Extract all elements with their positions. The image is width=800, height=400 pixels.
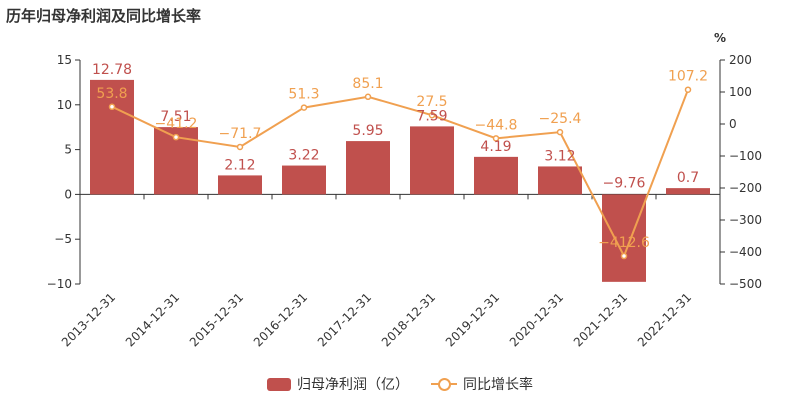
legend-line-label: 同比增长率 xyxy=(463,377,533,393)
right-tick-label: 100 xyxy=(729,85,752,99)
growth-line xyxy=(111,89,689,259)
growth-value-label: −41.2 xyxy=(155,116,198,132)
legend: 归母净利润（亿） 同比增长率 xyxy=(0,374,800,394)
left-tick-label: 0 xyxy=(64,187,72,201)
bar xyxy=(90,79,134,195)
left-tick-label: 10 xyxy=(57,98,72,112)
left-tick-label: −5 xyxy=(54,232,72,246)
growth-point xyxy=(620,252,628,260)
x-tick-label: 2016-12-31 xyxy=(251,290,310,349)
left-tick-label: −10 xyxy=(47,277,72,291)
bar-value-label: 3.12 xyxy=(544,148,575,164)
bar xyxy=(282,165,326,195)
growth-point xyxy=(428,111,436,119)
growth-value-label: 85.1 xyxy=(352,76,383,92)
right-tick-label: −400 xyxy=(729,245,762,259)
right-tick-label: −200 xyxy=(729,181,762,195)
bar-value-label: 7.51 xyxy=(160,109,191,125)
right-tick-label: 0 xyxy=(729,117,737,131)
bar xyxy=(410,126,454,195)
x-tick-label: 2020-12-31 xyxy=(507,290,566,349)
x-tick-label: 2022-12-31 xyxy=(635,290,694,349)
growth-point xyxy=(172,133,180,141)
growth-point xyxy=(108,103,116,111)
growth-point xyxy=(684,86,692,93)
growth-value-label: −44.8 xyxy=(475,117,518,133)
bar-value-label: 0.7 xyxy=(677,170,699,186)
right-tick-label: −300 xyxy=(729,213,762,227)
x-tick-label: 2013-12-31 xyxy=(59,290,118,349)
growth-value-label: −25.4 xyxy=(539,111,582,127)
bar-value-label: 3.22 xyxy=(288,148,319,164)
left-tick-label: 15 xyxy=(57,53,72,67)
x-tick-label: 2017-12-31 xyxy=(315,290,374,349)
legend-bar-swatch xyxy=(267,377,291,391)
bar xyxy=(346,141,390,195)
right-tick-label: −100 xyxy=(729,149,762,163)
bar xyxy=(474,156,518,195)
bar-value-label: 7.59 xyxy=(416,108,447,124)
x-tick-label: 2018-12-31 xyxy=(379,290,438,349)
bar xyxy=(602,194,646,282)
x-tick-label: 2021-12-31 xyxy=(571,290,630,349)
growth-point xyxy=(364,93,372,101)
growth-point xyxy=(492,135,500,142)
bar-value-label: 4.19 xyxy=(480,139,511,155)
right-axis-unit: % xyxy=(714,31,726,45)
bar xyxy=(666,188,710,195)
bar xyxy=(538,166,582,195)
bar xyxy=(218,175,262,195)
legend-bar-label: 归母净利润（亿） xyxy=(297,377,409,393)
legend-item-bar[interactable]: 归母净利润（亿） xyxy=(267,374,409,394)
x-tick-label: 2015-12-31 xyxy=(187,290,246,349)
right-tick-label: 200 xyxy=(729,53,752,67)
growth-point xyxy=(556,128,564,136)
growth-value-label: 27.5 xyxy=(416,94,447,110)
growth-value-label: 51.3 xyxy=(288,87,319,103)
bar-value-label: 5.95 xyxy=(352,123,383,139)
growth-value-label: 53.8 xyxy=(96,86,127,102)
chart-title: 历年归母净利润及同比增长率 xyxy=(6,7,202,25)
left-tick-label: 5 xyxy=(64,143,72,157)
x-tick-label: 2014-12-31 xyxy=(123,290,182,349)
growth-value-label: −412.6 xyxy=(598,235,650,251)
legend-item-line[interactable]: 同比增长率 xyxy=(431,374,533,394)
x-tick-label: 2019-12-31 xyxy=(443,290,502,349)
growth-value-label: 107.2 xyxy=(668,69,708,85)
right-tick-label: −500 xyxy=(729,277,762,291)
legend-line-swatch xyxy=(431,377,457,391)
growth-point xyxy=(236,143,244,151)
bar-value-label: −9.76 xyxy=(603,175,646,191)
bar-value-label: 12.78 xyxy=(92,62,132,78)
bar-value-label: 2.12 xyxy=(224,157,255,173)
growth-value-label: −71.7 xyxy=(219,126,262,142)
growth-point xyxy=(300,104,308,111)
